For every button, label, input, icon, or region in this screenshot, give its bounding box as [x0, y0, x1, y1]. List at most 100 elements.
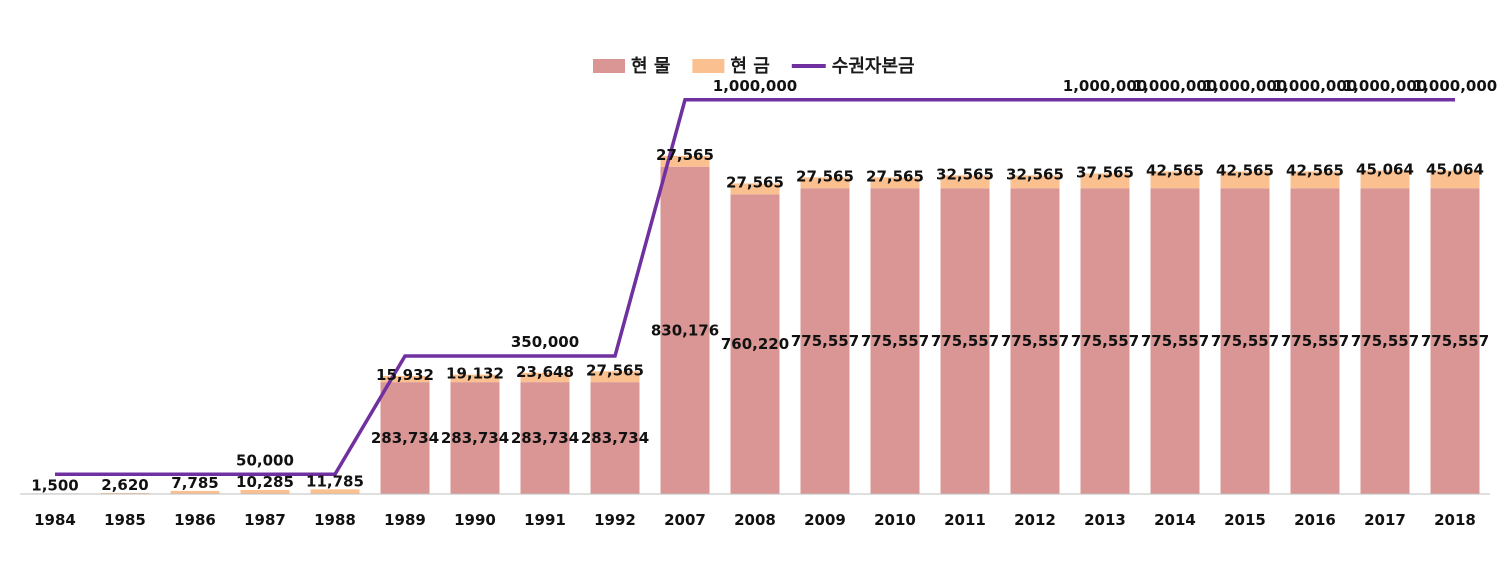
x-tick-1989: 1989 [384, 511, 426, 529]
data-labels-group: 1,500 2,620 7,785 10,285 11,785 283,734 15,932… [31, 77, 1497, 495]
x-tick-1985: 1985 [104, 511, 146, 529]
label-capital-2008: 1,000,000 [713, 77, 797, 95]
label-goods-2017: 775,557 [1351, 332, 1419, 350]
line-authorized-capital [55, 98, 1455, 477]
bar-goods-1989 [380, 382, 430, 494]
chart-legend: 현 물 현 금 수권자본금 [593, 56, 915, 77]
label-capital-2014: 1,000,000 [1133, 77, 1217, 95]
bar-goods-2011 [940, 188, 990, 494]
label-cash-2009: 27,565 [796, 167, 854, 185]
x-tick-2015: 2015 [1224, 511, 1266, 529]
bar-cash-2016 [1290, 171, 1340, 189]
bar-goods-2010 [870, 188, 920, 494]
bar-cash-2007 [660, 155, 710, 167]
bar-cash-2009 [800, 177, 850, 189]
label-goods-2018: 775,557 [1421, 332, 1489, 350]
bar-cash-1986 [170, 490, 220, 494]
x-tick-2011: 2011 [944, 511, 986, 529]
label-goods-1989: 283,734 [371, 429, 439, 447]
bar-goods-2013 [1080, 188, 1130, 494]
label-cash-2015: 42,565 [1216, 161, 1274, 179]
bar-goods-2016 [1290, 188, 1340, 494]
x-tick-2012: 2012 [1014, 511, 1056, 529]
label-cash-2016: 42,565 [1286, 161, 1344, 179]
label-goods-2016: 775,557 [1281, 332, 1349, 350]
label-cash-2018: 45,064 [1426, 160, 1484, 178]
legend-label-capital: 수권자본금 [832, 56, 915, 77]
legend-label-goods: 현 물 [631, 56, 670, 77]
bar-cash-1987 [240, 489, 290, 494]
label-goods-2009: 775,557 [791, 332, 859, 350]
legend-swatch-cash [692, 59, 725, 73]
x-tick-2009: 2009 [804, 511, 846, 529]
label-cash-2014: 42,565 [1146, 161, 1204, 179]
x-tick-2014: 2014 [1154, 511, 1196, 529]
bar-cash-2018 [1430, 170, 1480, 189]
bar-cash-2013 [1080, 173, 1130, 189]
label-goods-2014: 775,557 [1141, 332, 1209, 350]
bar-cash-1992 [590, 371, 640, 383]
label-cash-1988: 11,785 [306, 472, 364, 490]
bar-cash-1991 [520, 372, 570, 383]
label-goods-1992: 283,734 [581, 429, 649, 447]
label-cash-2013: 37,565 [1076, 163, 1134, 181]
label-cash-1990: 19,132 [446, 365, 504, 383]
bar-cash-2011 [940, 175, 990, 189]
label-cash-1987: 10,285 [236, 473, 294, 491]
label-goods-2012: 775,557 [1001, 332, 1069, 350]
label-cash-1992: 27,565 [586, 361, 644, 379]
label-cash-1984: 1,500 [31, 476, 78, 494]
bar-cash-1990 [450, 374, 500, 383]
label-goods-2007: 830,176 [651, 321, 719, 339]
label-goods-2011: 775,557 [931, 332, 999, 350]
label-goods-2008: 760,220 [721, 335, 789, 353]
bar-cash-2008 [730, 183, 780, 195]
label-capital-1987: 50,000 [236, 451, 294, 469]
x-tick-1984: 1984 [34, 511, 76, 529]
x-tick-2010: 2010 [874, 511, 916, 529]
bar-cash-2010 [870, 177, 920, 189]
x-tick-1986: 1986 [174, 511, 216, 529]
label-capital-1991: 350,000 [511, 333, 579, 351]
label-goods-2013: 775,557 [1071, 332, 1139, 350]
x-tick-1992: 1992 [594, 511, 636, 529]
bar-goods-2009 [800, 188, 850, 494]
bar-goods-2012 [1010, 188, 1060, 494]
label-goods-2010: 775,557 [861, 332, 929, 350]
x-tick-2017: 2017 [1364, 511, 1406, 529]
legend-swatch-goods [593, 59, 625, 73]
bar-goods-2007 [660, 166, 710, 494]
x-tick-2007: 2007 [664, 511, 706, 529]
label-cash-2017: 45,064 [1356, 160, 1414, 178]
x-tick-2013: 2013 [1084, 511, 1126, 529]
label-cash-2011: 32,565 [936, 165, 994, 183]
label-cash-1991: 23,648 [516, 363, 574, 381]
label-capital-2013: 1,000,000 [1063, 77, 1147, 95]
bar-cash-2014 [1150, 171, 1200, 189]
label-goods-2015: 775,557 [1211, 332, 1279, 350]
label-capital-2017: 1,000,000 [1343, 77, 1427, 95]
label-cash-1989: 15,932 [376, 366, 434, 384]
label-cash-2012: 32,565 [1006, 165, 1064, 183]
bar-series-group [30, 155, 1480, 495]
label-cash-2008: 27,565 [726, 173, 784, 191]
bar-cash-1989 [380, 375, 430, 383]
bar-goods-2015 [1220, 188, 1270, 494]
label-cash-2010: 27,565 [866, 167, 924, 185]
x-tick-2018: 2018 [1434, 511, 1476, 529]
x-tick-labels: 1984 1985 1986 1987 1988 1989 1990 1991 1992 2007… [34, 511, 1476, 529]
label-capital-2016: 1,000,000 [1273, 77, 1357, 95]
bar-goods-2008 [730, 194, 780, 495]
bar-goods-2014 [1150, 188, 1200, 494]
legend-label-cash: 현 금 [730, 56, 769, 77]
label-goods-1990: 283,734 [441, 429, 509, 447]
x-tick-2008: 2008 [734, 511, 776, 529]
bar-cash-1988 [310, 489, 360, 494]
x-tick-1988: 1988 [314, 511, 356, 529]
bar-cash-2017 [1360, 170, 1410, 189]
bar-goods-2017 [1360, 188, 1410, 494]
bar-goods-1991 [520, 382, 570, 494]
label-cash-1986: 7,785 [171, 474, 218, 492]
x-tick-1991: 1991 [524, 511, 566, 529]
